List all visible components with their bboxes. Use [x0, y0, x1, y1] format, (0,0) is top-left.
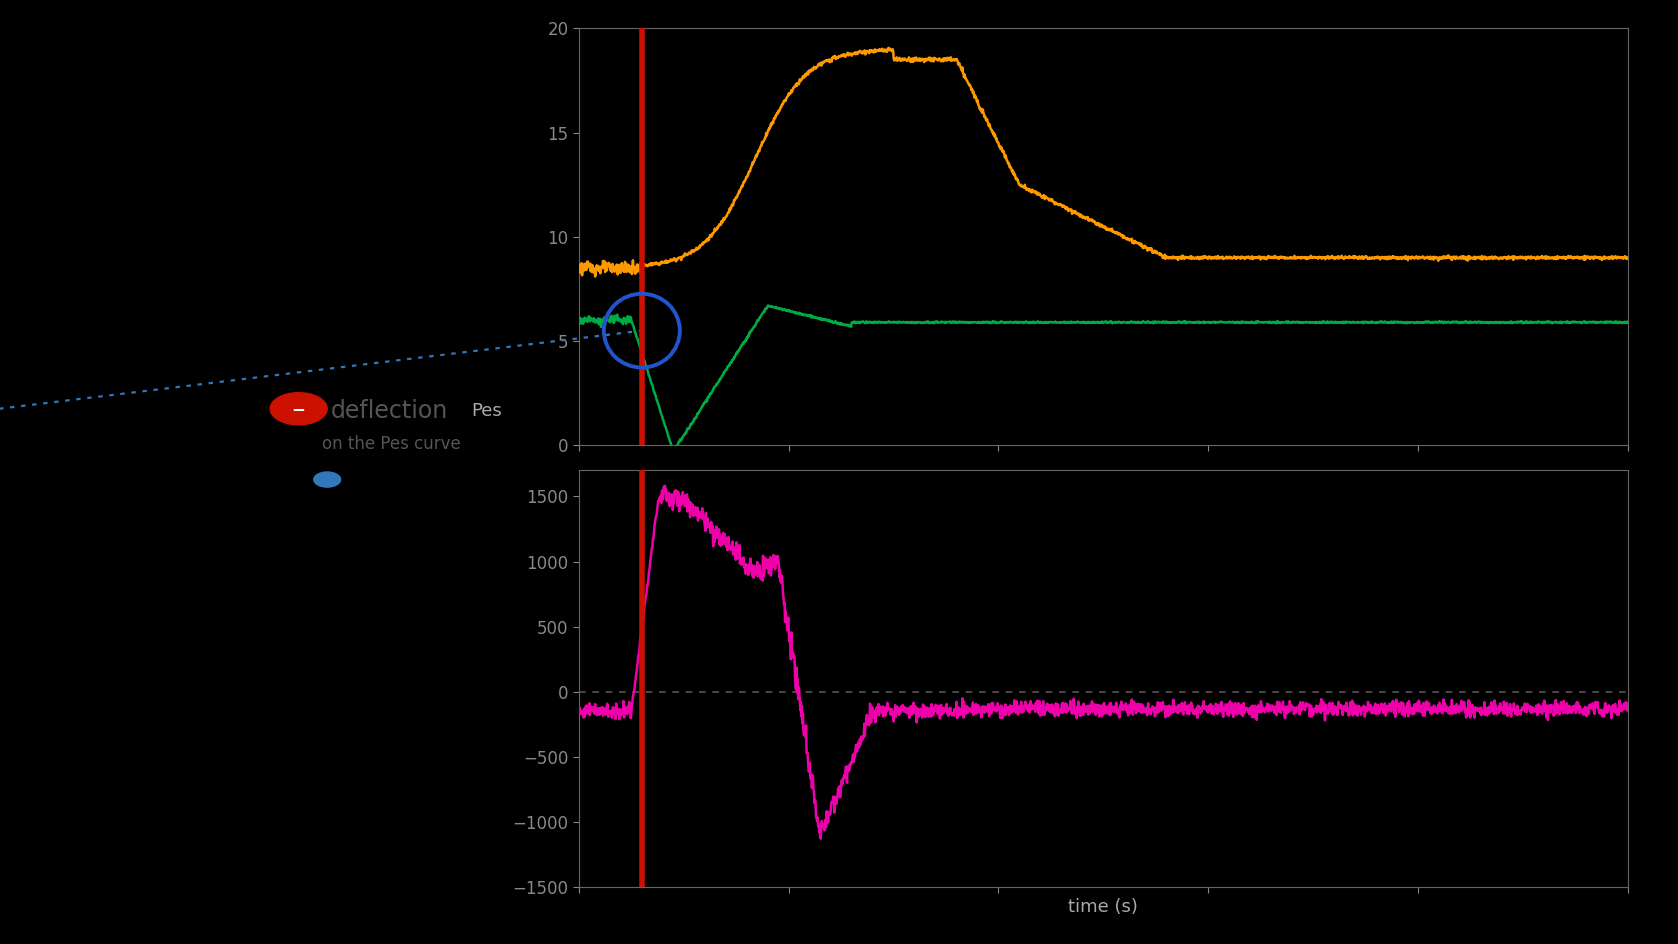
- Circle shape: [270, 393, 327, 425]
- Text: −: −: [292, 399, 305, 418]
- Text: deflection: deflection: [331, 398, 448, 423]
- X-axis label: time (s): time (s): [1069, 899, 1138, 917]
- Text: on the Pes curve: on the Pes curve: [322, 434, 461, 453]
- Text: Pes: Pes: [472, 401, 502, 420]
- Circle shape: [314, 472, 341, 487]
